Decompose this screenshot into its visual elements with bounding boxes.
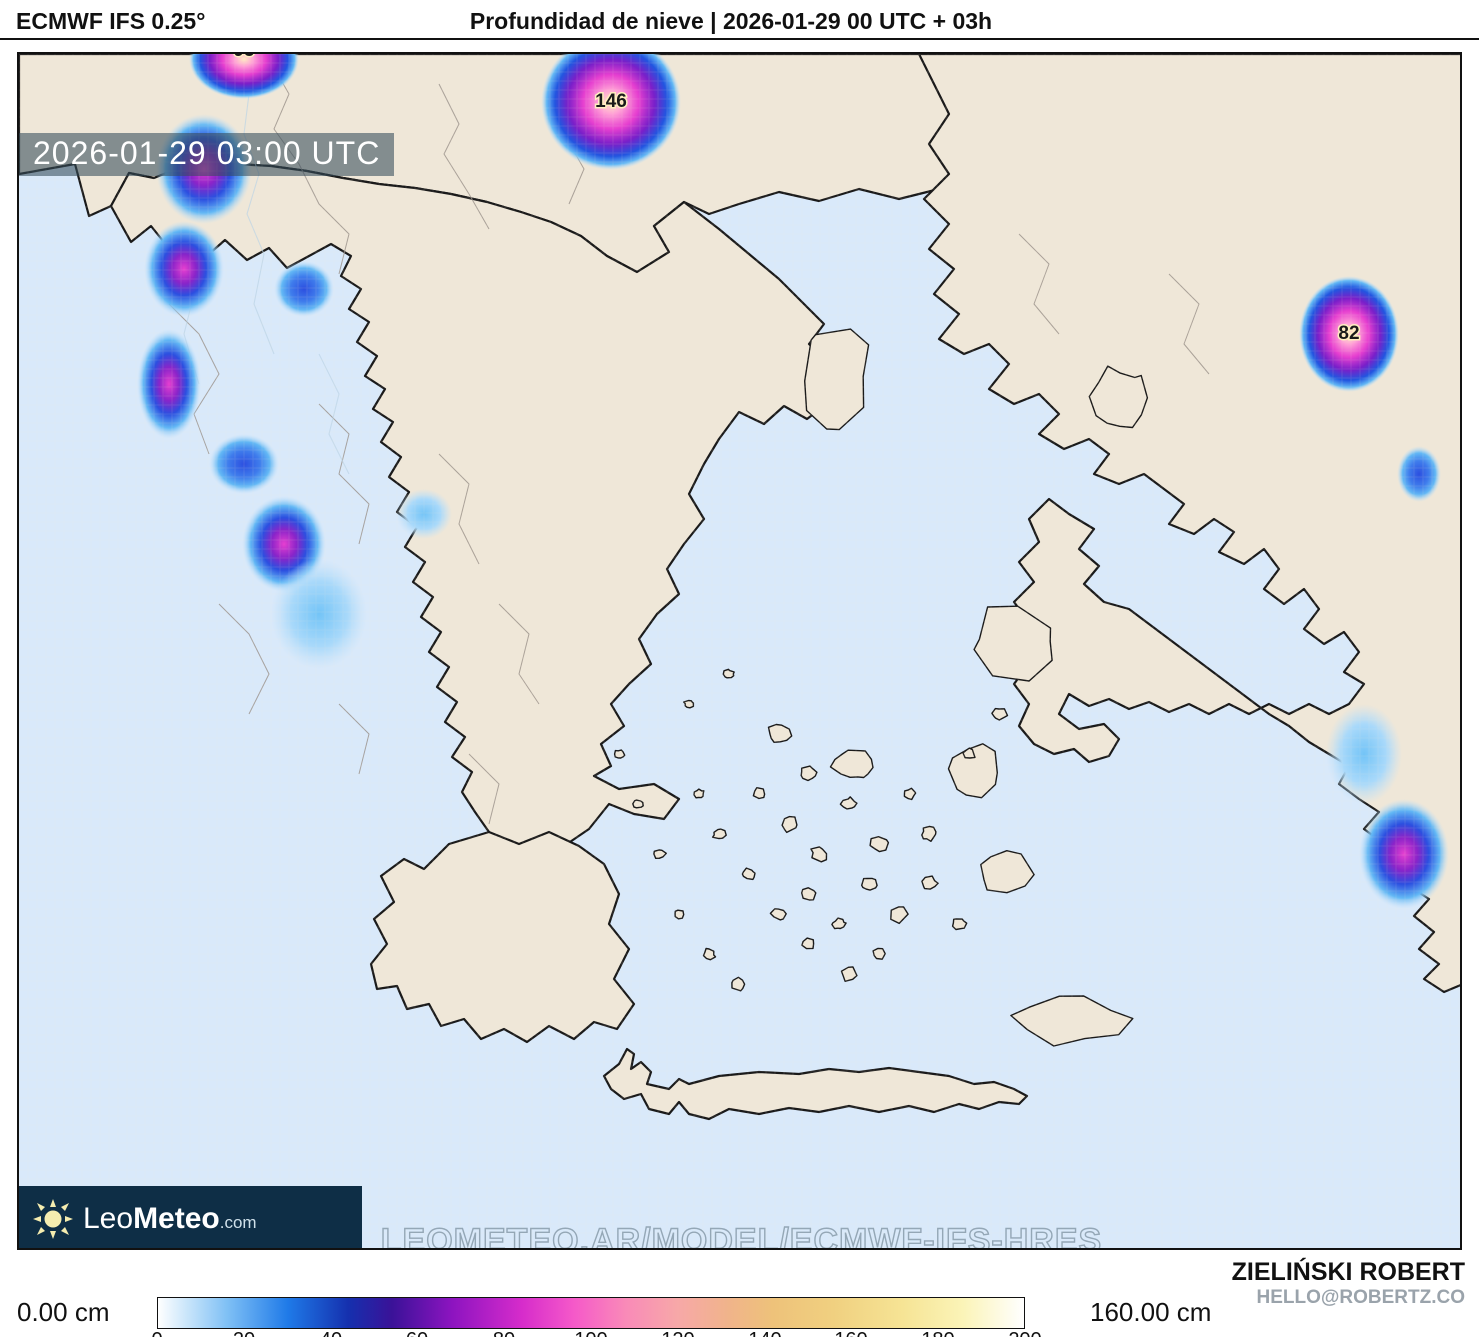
- svg-text:146: 146: [595, 91, 627, 112]
- svg-text:95: 95: [233, 54, 255, 61]
- svg-text:82: 82: [1338, 323, 1359, 344]
